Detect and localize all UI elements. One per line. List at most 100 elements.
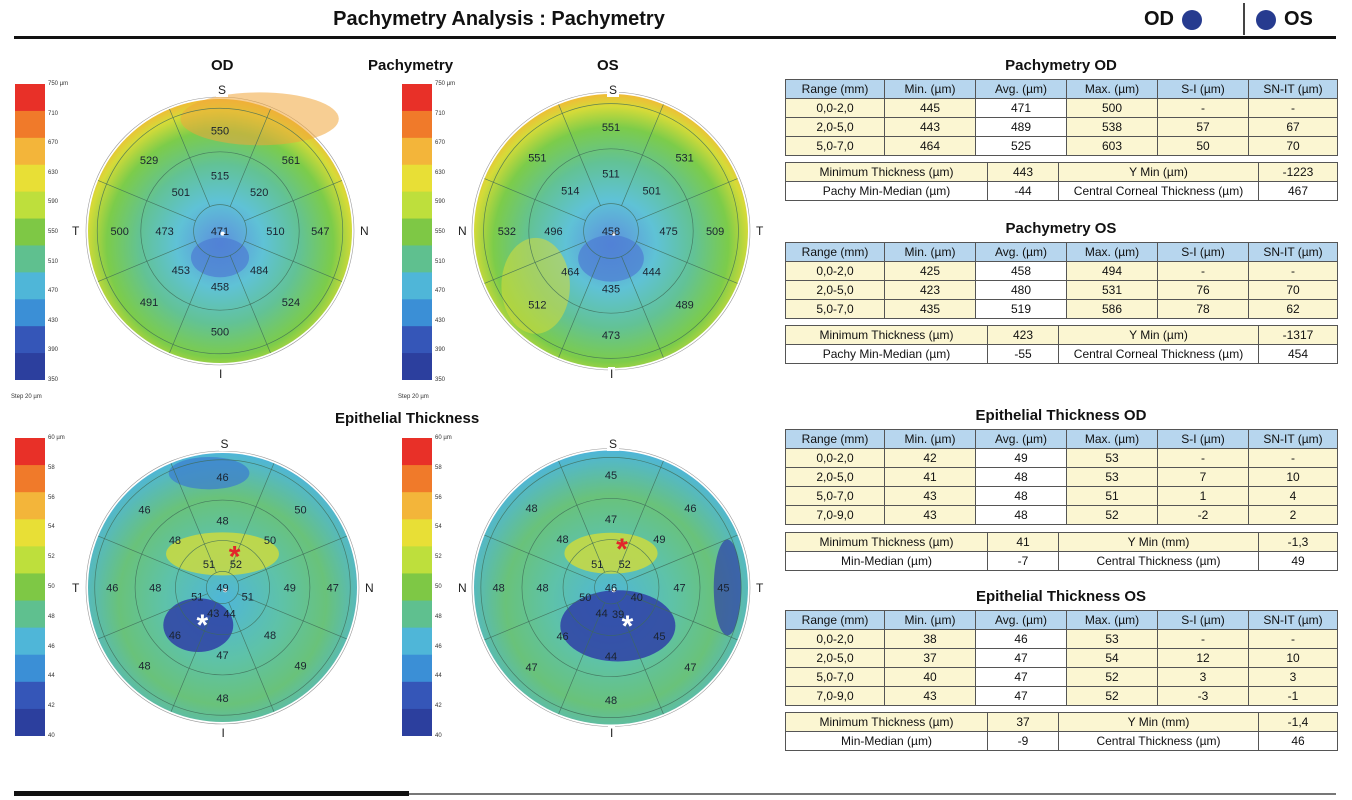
summary-row: Minimum Thickness (µm) 41 Y Min (mm) -1,3 [785, 532, 1338, 552]
map-ring1-value: 52 [619, 559, 631, 571]
scale-tick-label: 58 [435, 464, 442, 471]
summary-cell: Minimum Thickness (µm) [785, 325, 988, 345]
map-ring3-value: 46 [684, 503, 696, 515]
table-cell: 538 [1066, 117, 1158, 137]
scale-tick-label: 52 [48, 554, 55, 561]
map-asterisk-marker: * [229, 541, 241, 574]
table-title: Pachymetry OS [1005, 220, 1117, 237]
map-ring1-value: 501 [643, 185, 661, 197]
map-ring1-value: 520 [250, 187, 268, 199]
table-cell: 40 [884, 667, 976, 687]
map-ring2-value: 47 [605, 514, 617, 526]
report-header: Pachymetry Analysis : Pachymetry OD OS [14, 3, 1336, 39]
table-cell: 435 [884, 299, 976, 319]
table-cell: 445 [884, 98, 976, 118]
table-cell: 471 [975, 98, 1067, 118]
map-ring3-value: 48 [216, 693, 228, 705]
table-cell: 0,0-2,0 [785, 629, 885, 649]
orient-left-label: T [70, 224, 82, 238]
scale-tick-label: 590 [48, 199, 59, 206]
table-title: Epithelial Thickness OD [975, 407, 1147, 424]
summary-row: Min-Median (µm) -7 Central Thickness (µm) 4… [785, 551, 1338, 571]
scale-tick-label: 58 [48, 464, 55, 471]
orient-top-label: S [218, 437, 231, 451]
table-header-cell: Range (mm) [785, 79, 885, 99]
map-ring1-value: 496 [544, 226, 562, 238]
scale-tick-label: 40 [48, 733, 55, 739]
orient-left-label: N [456, 224, 469, 238]
table-cell: 10 [1248, 467, 1338, 487]
map-ring1-value: 51 [203, 559, 215, 571]
epi-os-summary-table: Minimum Thickness (µm) 37 Y Min (mm) -1,4 Mi… [785, 712, 1338, 751]
map-ring1-value: 484 [250, 265, 268, 277]
map-ring2-value: 49 [653, 534, 665, 546]
table-row: 0,0-2,0 425 458 494- - [785, 261, 1338, 281]
table-cell: 53 [1066, 448, 1158, 468]
table-cell: 10 [1248, 648, 1338, 668]
table-header-cell: Avg. (µm) [975, 79, 1067, 99]
table-row: 7,0-9,0 43 48 52 -2 2 [785, 505, 1338, 525]
table-cell: 43 [884, 486, 976, 506]
orient-left-label: N [456, 580, 469, 595]
table-cell: 48 [975, 467, 1067, 487]
map-ring2-value: 48 [556, 534, 568, 546]
table-cell: 5,0-7,0 [785, 667, 885, 687]
map-ring1-value: 50 [579, 592, 591, 604]
scale-tick-label: 710 [435, 110, 446, 117]
table-row: 5,0-7,0 435 519 586 78 62 [785, 299, 1338, 319]
pachy-od-range-table: Range (mm) Min. (µm) Avg. (µm) Max. (µm) S-I… [785, 79, 1338, 156]
scale-step-label: Step 20 µm [11, 394, 42, 400]
map-ring1-value: 444 [643, 267, 661, 279]
table-cell: - [1248, 261, 1338, 281]
map-ring2-value: 561 [282, 155, 300, 167]
table-header-cell: Min. (µm) [884, 79, 976, 99]
orient-right-label: N [358, 224, 371, 238]
map-ring2-value: 500 [111, 226, 129, 238]
table-cell: 3 [1248, 667, 1338, 687]
summary-cell: -9 [987, 731, 1059, 751]
table-cell: 48 [975, 505, 1067, 525]
map-ring3-value: 46 [106, 583, 118, 595]
map-ring3-value: 49 [294, 660, 306, 672]
table-cell: - [1248, 629, 1338, 649]
scale-tick-label: 750 µm [435, 81, 456, 87]
scale-tick-label: 350 [48, 377, 59, 383]
table-cell: 519 [975, 299, 1067, 319]
table-cell: 53 [1066, 467, 1158, 487]
map-ring1-value: 39 [612, 609, 624, 621]
epi-os-map: 46 51 52 40 39 44 50 47 49 47 45 44 46 48 48 45 46 45 47 48… [456, 437, 766, 740]
map-ring1-value: 44 [223, 608, 235, 620]
scale-tick-label: 670 [435, 140, 446, 147]
scale-tick-label: 550 [435, 229, 446, 235]
map-canvas: 471 515 520 510 484 458 453 473 501 550 561 547 524 5… [85, 92, 355, 366]
table-cell: 70 [1248, 136, 1338, 156]
map-ring3-value: 47 [684, 662, 696, 674]
map-ring1-value: 475 [659, 226, 677, 238]
scale-tick-label: 56 [435, 494, 442, 501]
summary-cell: 467 [1258, 181, 1338, 201]
map-ring2-value: 48 [536, 583, 548, 595]
map-ring2-value: 551 [602, 122, 620, 134]
pachy-od-map: 471 515 520 510 484 458 453 473 501 550 561 547 524 5… [70, 83, 371, 381]
summary-cell: -7 [987, 551, 1059, 571]
table-row: 0,0-2,0 445 471 500- - [785, 98, 1338, 118]
scale-tick-label: 710 [48, 110, 59, 117]
table-cell: -2 [1157, 505, 1249, 525]
table-cell: 3 [1157, 667, 1249, 687]
map-ring3-value: 48 [605, 695, 617, 707]
summary-cell: 41 [987, 532, 1059, 552]
table-cell: 51 [1066, 486, 1158, 506]
table-cell: - [1248, 98, 1338, 118]
pachy-os-summary-table: Minimum Thickness (µm) 423 Y Min (µm) -1317… [785, 325, 1338, 364]
summary-row: Minimum Thickness (µm) 37 Y Min (mm) -1,4 [785, 712, 1338, 732]
pachymetry-section-label: Pachymetry [368, 57, 454, 74]
summary-cell: 454 [1258, 344, 1338, 364]
footer-rule [14, 791, 1336, 796]
map-ring2-value: 550 [211, 126, 229, 138]
map-ring2-value: 47 [673, 583, 685, 595]
map-ring1-value: 52 [230, 559, 242, 571]
scale-tick-label: 48 [48, 613, 55, 620]
table-header-cell: S-I (µm) [1157, 242, 1249, 262]
scale-tick-label: 60 µm [48, 435, 65, 441]
map-ring2-value: 48 [216, 515, 228, 527]
